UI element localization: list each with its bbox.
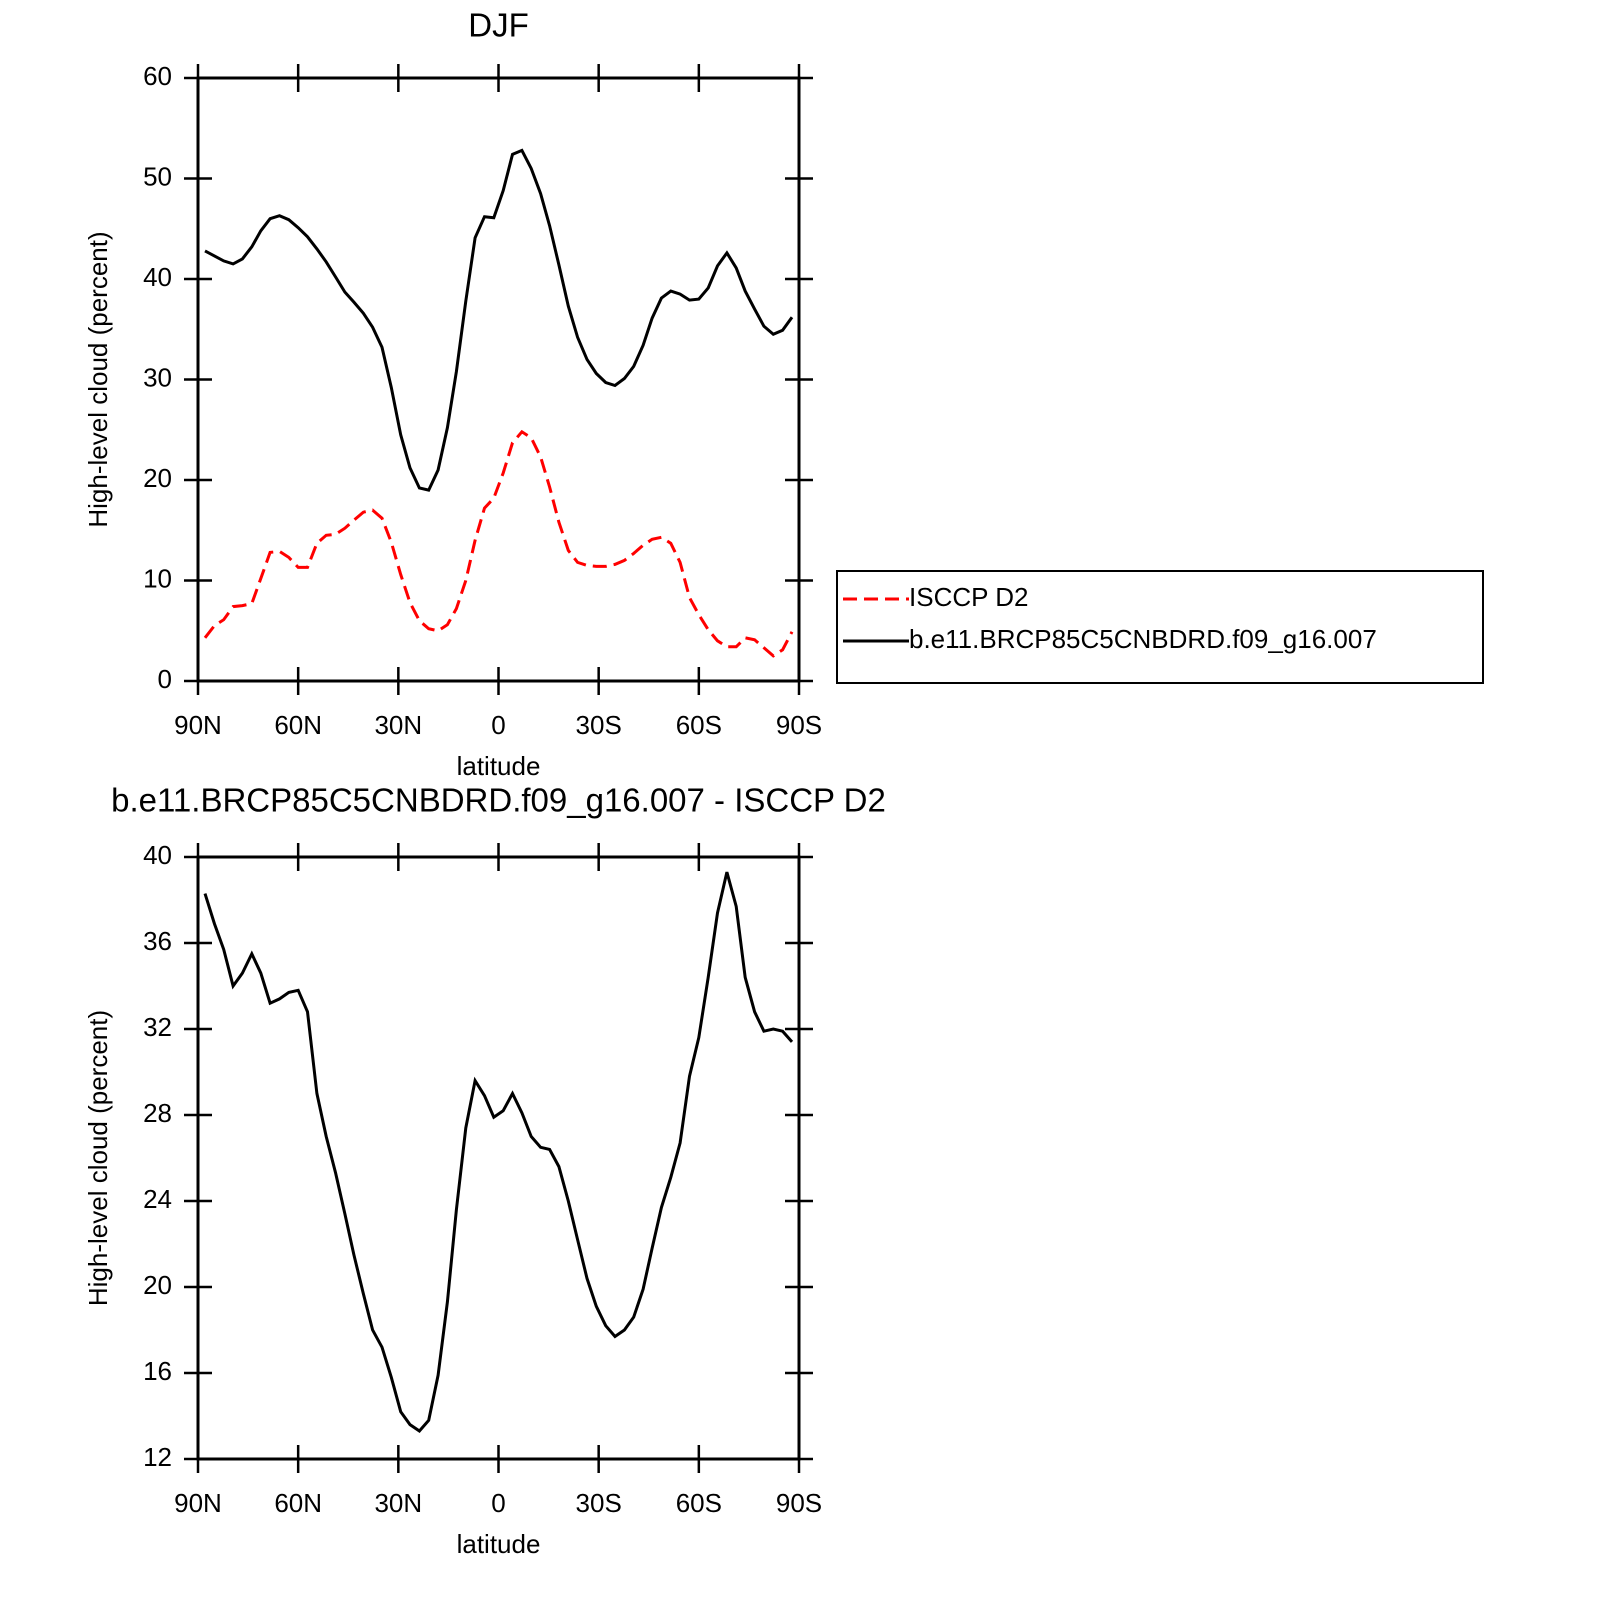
x-tick-label: 30S [576, 1488, 622, 1518]
legend-box [836, 570, 1484, 684]
x-tick-label: 90N [174, 710, 222, 740]
y-tick-label: 50 [143, 161, 172, 191]
x-tick-label: 60N [274, 1488, 322, 1518]
chart-title: DJF [468, 7, 529, 44]
x-tick-label: 90N [174, 1488, 222, 1518]
x-tick-label: 0 [491, 710, 505, 740]
y-tick-label: 20 [143, 1270, 172, 1300]
x-tick-label: 30S [576, 710, 622, 740]
legend-label: ISCCP D2 [909, 582, 1028, 612]
y-tick-label: 36 [143, 926, 172, 956]
y-axis-label: High-level cloud (percent) [83, 1010, 113, 1306]
y-tick-label: 12 [143, 1442, 172, 1472]
plot-frame [196, 855, 801, 1461]
data-line [203, 429, 794, 658]
y-tick-label: 24 [143, 1184, 172, 1214]
x-axis-label: latitude [457, 751, 541, 781]
y-axis-label: High-level cloud (percent) [83, 231, 113, 527]
x-tick-label: 30N [374, 710, 422, 740]
x-tick-label: 60N [274, 710, 322, 740]
y-tick-label: 16 [143, 1356, 172, 1386]
y-tick-label: 30 [143, 362, 172, 392]
x-axis-label: latitude [457, 1529, 541, 1559]
x-tick-label: 90S [776, 1488, 822, 1518]
y-tick-label: 20 [143, 463, 172, 493]
x-tick-label: 60S [676, 710, 722, 740]
plot-frame [196, 76, 801, 683]
legend-label: b.e11.BRCP85C5CNBDRD.f09_g16.007 [909, 624, 1377, 654]
x-tick-label: 90S [776, 710, 822, 740]
y-tick-label: 40 [143, 262, 172, 292]
data-line [204, 148, 794, 492]
x-tick-label: 30N [374, 1488, 422, 1518]
y-tick-label: 40 [143, 840, 172, 870]
y-tick-label: 60 [143, 61, 172, 91]
data-line [203, 871, 794, 1433]
y-tick-label: 32 [143, 1012, 172, 1042]
x-tick-label: 60S [676, 1488, 722, 1518]
y-tick-label: 0 [158, 664, 172, 694]
x-tick-label: 0 [491, 1488, 505, 1518]
y-tick-label: 28 [143, 1098, 172, 1128]
chart-title: b.e11.BRCP85C5CNBDRD.f09_g16.007 - ISCCP… [111, 782, 886, 819]
y-tick-label: 10 [143, 563, 172, 593]
